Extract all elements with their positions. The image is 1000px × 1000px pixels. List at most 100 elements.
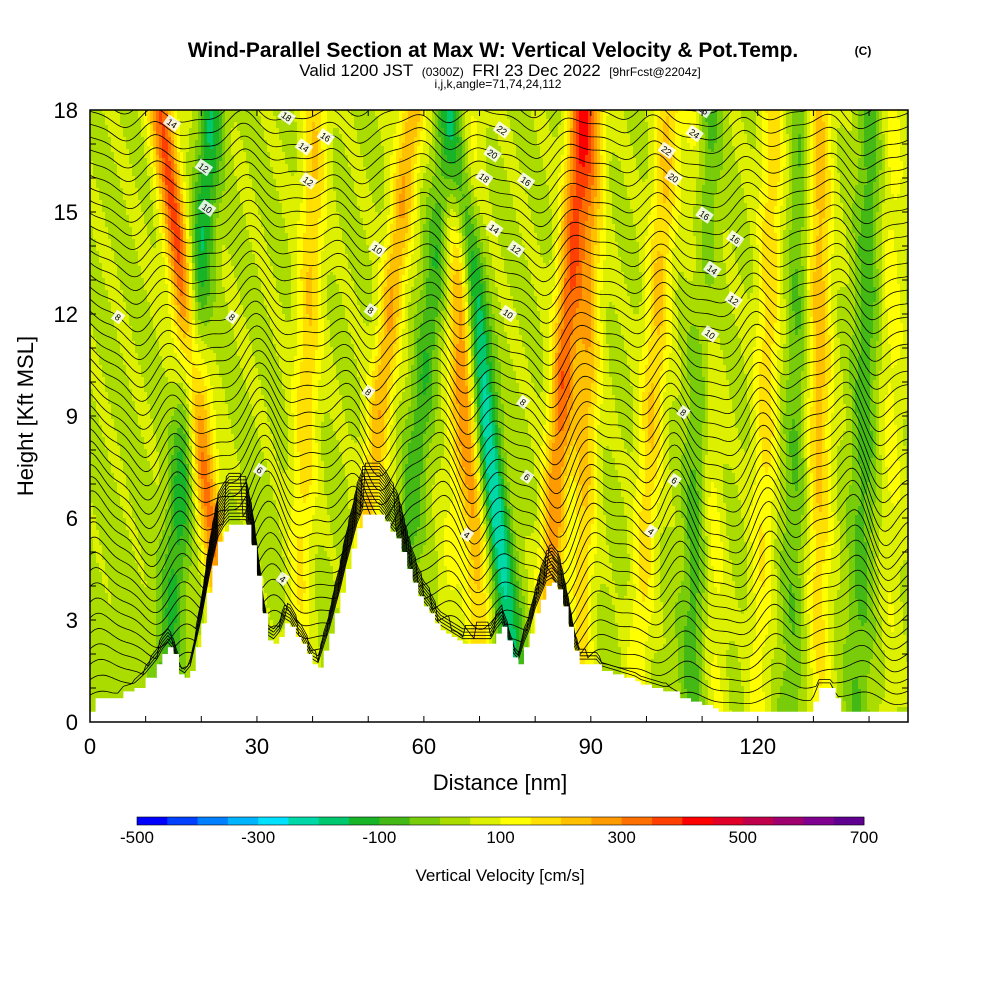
colorbar-swatch [409,817,441,825]
theta-contour-line [90,350,908,409]
colorbar-tick-label: -100 [362,828,396,847]
valid-date: FRI 23 Dec 2022 [472,61,601,80]
contour-label-text: 24 [687,127,701,141]
contour-label-text: 18 [477,171,491,185]
theta-contour-line [90,492,908,650]
contour-label-text: 16 [519,174,533,188]
contour-label-text: 18 [279,110,293,124]
copyright-mark: (C) [855,44,872,58]
contour-label: 14 [294,138,314,156]
contour-label-text: 4 [278,574,288,585]
contour-label: 4 [275,571,291,587]
contour-label-text: 10 [703,327,717,341]
contour-label-text: 20 [485,147,499,161]
theta-contour-line [90,110,908,132]
y-tick-label: 6 [66,506,78,531]
terrain-profile [90,514,908,722]
colorbar-swatch [833,817,865,825]
colorbar-swatch [561,817,592,825]
theta-contour-line [90,313,908,366]
potential-temperature-contours [90,110,908,706]
grid-indices: i,j,k,angle=71,74,24,112 [435,77,562,91]
contour-label: 8 [224,309,240,325]
theta-contour-line [90,325,908,380]
colorbar: -500 -300 -100 100 300 500 700 [120,816,878,847]
theta-contour-line [90,509,908,706]
theta-contour-line [90,472,908,587]
theta-contour-line [90,300,908,352]
contour-label-text: 6 [522,472,532,483]
contour-label-text: 22 [495,123,509,137]
contour-label-text: 8 [363,387,373,398]
contour-label: 10 [700,325,720,343]
contour-label: 10 [368,240,387,258]
colorbar-title: Vertical Velocity [cm/s] [415,866,584,885]
theta-contour-line [90,410,908,480]
contour-label: 12 [194,158,214,177]
contour-label: 8 [363,302,379,318]
colorbar-tick-label: 700 [850,828,878,847]
axes: 0 30 60 90 120 0 3 6 9 12 15 18 [54,98,908,759]
contour-label-text: 14 [487,222,501,236]
x-tick-label: 120 [739,734,776,759]
theta-contour-line [90,122,908,159]
contour-label-text: 8 [113,312,123,323]
chart-title: Wind-Parallel Section at Max W: Vertical… [188,39,799,62]
theta-contour-line [90,225,908,269]
contour-label: 6 [252,462,268,478]
contour-label: 6 [667,472,682,488]
theta-contour-line [90,489,908,639]
x-tick-label: 0 [84,734,96,759]
theta-contour-line [90,250,908,296]
contour-label: 6 [519,469,535,485]
colorbar-swatch [258,817,289,825]
colorbar-swatch [742,817,774,825]
colorbar-swatch [288,817,320,825]
colorbar-swatch [803,817,835,825]
theta-contour-line [90,362,908,423]
colorbar-tick-label: 500 [729,828,757,847]
terrain-mask [90,514,908,722]
colorbar-swatch [682,817,713,825]
colorbar-swatch [227,817,259,825]
y-tick-label: 9 [66,404,78,429]
y-tick-label: 3 [66,608,78,633]
contour-label-text: 10 [501,307,515,321]
contour-label: 14 [162,114,182,132]
contour-label-text: 14 [297,140,311,154]
colorbar-swatch [318,817,350,825]
contour-label-text: 8 [518,397,528,408]
colorbar-frame [136,816,865,826]
theta-contour-line [90,462,908,553]
contour-label: 4 [643,523,659,539]
contour-label-text: 16 [318,130,332,144]
contour-label: 14 [703,260,722,279]
contour-labels: 4 4 4 6 6 6 8 8 8 8 8 8 10 10 10 10 12 12 12 12 14 14 14 14 16 16… [110,110,745,587]
theta-contour-line [90,476,908,598]
contour-label-text: 16 [728,232,742,246]
valid-time: Valid 1200 JST [299,61,413,80]
colorbar-tick-label: -300 [241,828,275,847]
theta-contour-line [90,237,908,283]
contour-label: 16 [695,206,714,224]
contour-label: 10 [197,199,217,217]
contour-label-text: 8 [227,312,237,323]
contour-label: 8 [515,394,531,410]
contour-label-text: 10 [370,242,384,256]
contour-label: 26 [694,110,713,119]
y-axis-title: Height [Kft MSL] [13,336,38,496]
contour-label-text: 22 [660,144,674,158]
theta-contour-line [90,263,908,310]
contour-label-text: 8 [366,305,376,316]
colorbar-swatch [197,817,229,825]
theta-contour-line [90,186,908,228]
contour-label-text: 12 [301,174,315,188]
theta-contour-line [90,446,908,524]
colorbar-tick-label: -500 [120,828,154,847]
chart-subtitle: Valid 1200 JST (0300Z) FRI 23 Dec 2022 [… [299,61,701,80]
contour-label-text: 4 [462,529,472,540]
contour-label-text: 12 [726,293,740,307]
contour-label-text: 8 [678,407,688,418]
contour-label-text: 12 [197,161,211,175]
theta-contour-line [90,398,908,466]
